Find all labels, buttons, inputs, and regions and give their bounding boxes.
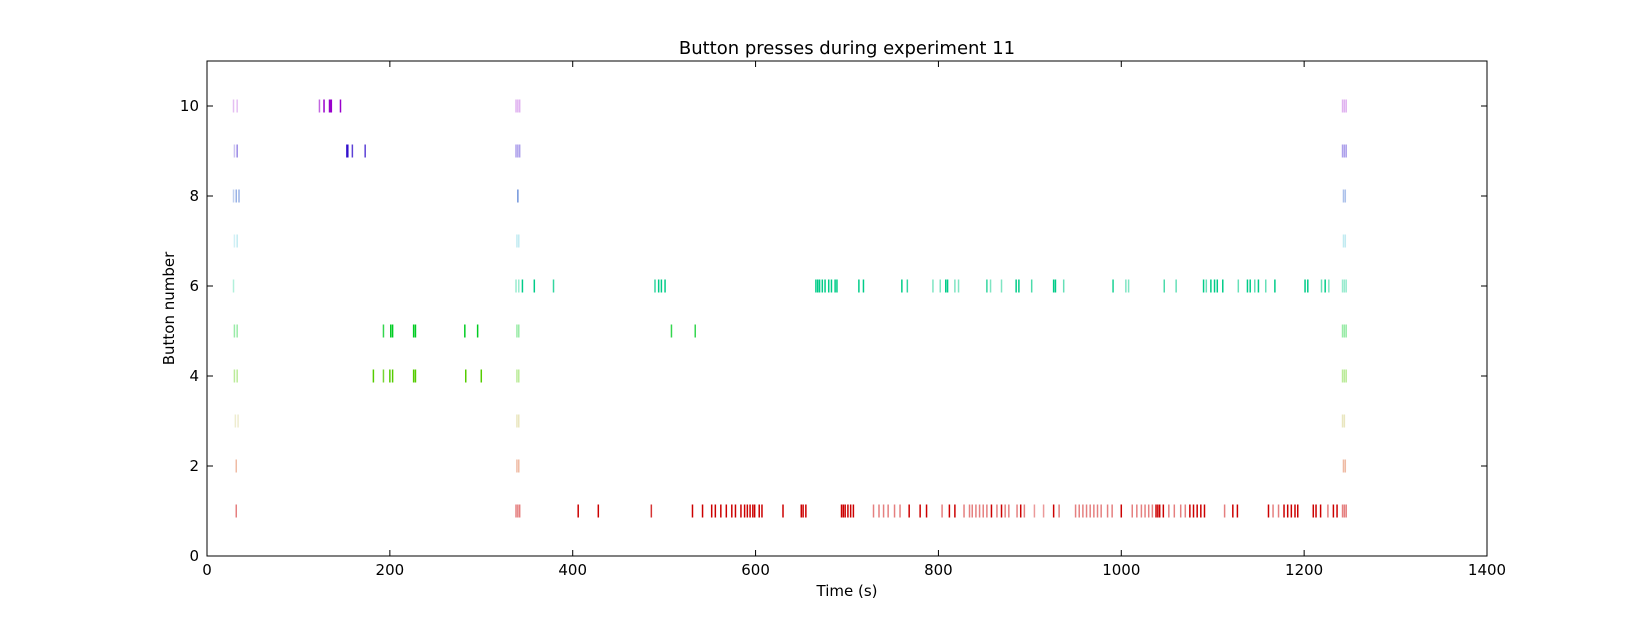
x-tick-label: 1000 bbox=[1102, 561, 1140, 579]
x-tick-label: 1200 bbox=[1285, 561, 1323, 579]
x-axis: 0 200 400 600 800 1000 1200 1400 bbox=[202, 61, 1506, 579]
plot-frame bbox=[206, 60, 1488, 557]
x-axis-label: Time (s) bbox=[816, 582, 878, 600]
y-tick-label: 8 bbox=[189, 187, 199, 205]
y-tick-label: 4 bbox=[189, 367, 199, 385]
x-tick-label: 0 bbox=[202, 561, 212, 579]
chart-title: Button presses during experiment 11 bbox=[679, 38, 1015, 59]
y-tick-label: 6 bbox=[189, 277, 199, 295]
event-marks bbox=[232, 99, 1347, 518]
y-tick-label: 2 bbox=[189, 457, 199, 475]
y-axis-label: Button number bbox=[160, 251, 178, 365]
x-tick-label: 200 bbox=[376, 561, 405, 579]
y-tick-label: 0 bbox=[189, 547, 199, 565]
x-tick-label: 1400 bbox=[1468, 561, 1506, 579]
x-tick-label: 800 bbox=[924, 561, 953, 579]
x-tick-label: 400 bbox=[558, 561, 587, 579]
y-tick-label: 10 bbox=[180, 97, 199, 115]
x-tick-label: 600 bbox=[741, 561, 770, 579]
